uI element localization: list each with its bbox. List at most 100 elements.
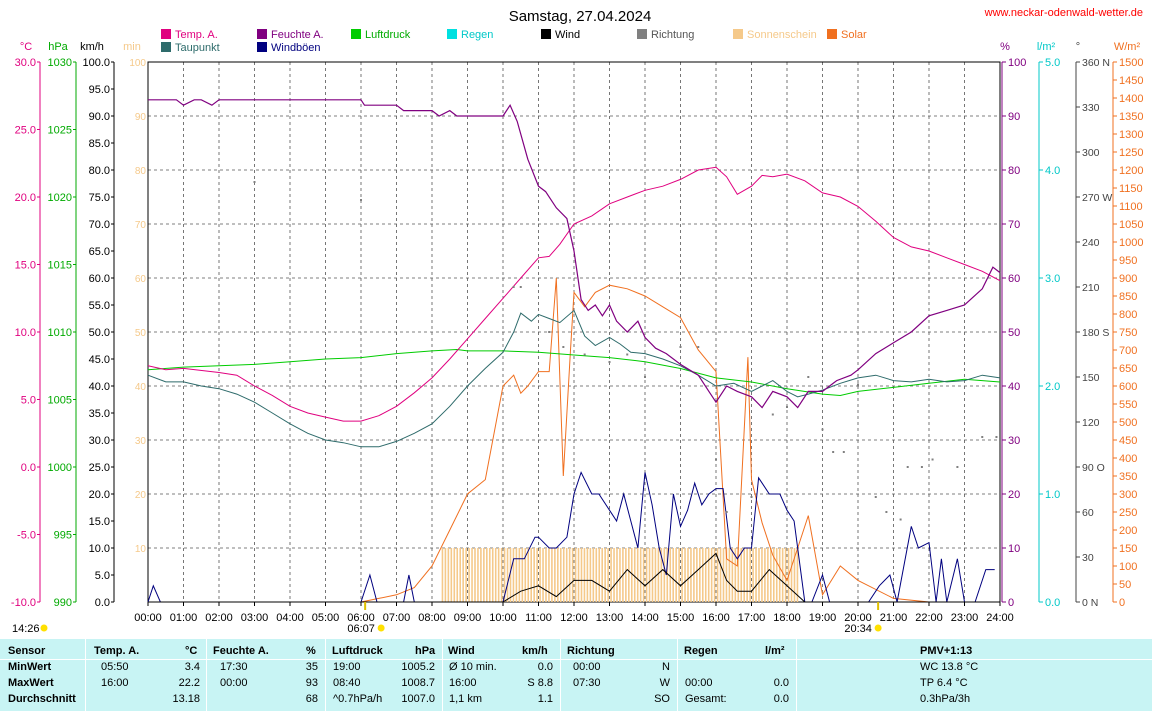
direction-dot xyxy=(679,346,682,348)
site-url[interactable]: www.neckar-odenwald-wetter.de xyxy=(984,7,1143,19)
solar-unit-label: W/m² xyxy=(1114,41,1141,53)
dir-axis-tick: 360 N xyxy=(1082,57,1110,69)
rain-axis-tick: 4.0 xyxy=(1045,165,1060,177)
hum-axis-tick: 60 xyxy=(1008,273,1020,285)
sunshine-bar xyxy=(447,548,450,602)
dir-axis-tick: 0 N xyxy=(1082,597,1098,609)
sunshine-bar xyxy=(699,548,701,602)
direction-dot xyxy=(519,286,522,288)
wind-axis-tick: 30.0 xyxy=(89,435,110,447)
legend-swatch xyxy=(827,29,837,39)
sunshine-bar xyxy=(719,548,722,602)
wind-axis-tick: 90.0 xyxy=(89,111,110,123)
rain-unit-label: l/m² xyxy=(1037,41,1056,53)
sunshine-bar xyxy=(633,548,636,602)
sunshine-bar xyxy=(512,548,515,602)
day-length: 14:26 xyxy=(12,623,40,635)
wind-axis-tick: 95.0 xyxy=(89,84,110,96)
sunshine-bar xyxy=(752,548,754,602)
rain-axis-tick: 5.0 xyxy=(1045,57,1060,69)
hum-axis-tick: 70 xyxy=(1008,219,1020,231)
stats-press-t: 08:40 xyxy=(333,677,361,689)
sunshine-bar xyxy=(554,548,556,602)
sunshine-bar xyxy=(639,548,642,602)
sunshine-bar xyxy=(713,548,716,602)
direction-dot xyxy=(832,451,835,453)
temp-axis-tick: 20.0 xyxy=(15,192,36,204)
legend-label: Solar xyxy=(841,29,867,41)
hum-axis-tick: 90 xyxy=(1008,111,1020,123)
time-tick: 00:00 xyxy=(134,612,162,624)
sunshine-bar xyxy=(536,548,538,602)
direction-dot xyxy=(885,511,888,513)
stats-header-rain: Regen xyxy=(684,645,718,657)
stats-hum-t: 00:00 xyxy=(220,677,248,689)
sunshine-bar xyxy=(491,548,494,602)
sunshine-bar xyxy=(450,548,453,602)
sun-axis-tick: 90 xyxy=(135,112,147,123)
sunshine-bar xyxy=(610,548,612,602)
sunshine-bar xyxy=(660,548,663,602)
press-axis-tick: 1030 xyxy=(48,57,72,69)
series-line-wind xyxy=(148,552,1000,603)
hum-axis-tick: 100 xyxy=(1008,57,1026,69)
legend-label: Richtung xyxy=(651,29,694,41)
sunshine-bar xyxy=(630,548,633,602)
sunshine-bar xyxy=(681,548,683,602)
stats-header-press-unit: hPa xyxy=(415,645,436,657)
sunshine-bar xyxy=(521,548,524,602)
sunshine-bar xyxy=(636,548,639,602)
sunshine-bar xyxy=(796,548,799,602)
wind-axis-tick: 25.0 xyxy=(89,462,110,474)
axis-units: °C hPa km/h min% l/m² ° W/m² xyxy=(20,41,1141,53)
sunshine-bar xyxy=(542,548,544,602)
time-tick: 09:00 xyxy=(454,612,482,624)
dir-axis-tick: 30 xyxy=(1082,552,1094,564)
direction-dot xyxy=(147,278,149,281)
sunshine-bar xyxy=(701,548,704,602)
direction-dot xyxy=(931,458,934,461)
stats-press-v: 1008.7 xyxy=(401,677,435,689)
time-tick: 08:00 xyxy=(418,612,446,624)
wind-axis-tick: 0.0 xyxy=(95,597,110,609)
legend-swatch xyxy=(257,29,267,39)
direction-dot xyxy=(857,383,859,386)
sunshine-bar xyxy=(515,548,518,602)
wind-axis-tick: 70.0 xyxy=(89,219,110,231)
time-tick: 03:00 xyxy=(241,612,269,624)
sunshine-bar xyxy=(503,548,506,602)
sunshine-bar xyxy=(678,548,680,602)
sunshine-bar xyxy=(775,548,778,602)
sunshine-bar xyxy=(480,548,482,602)
time-tick: 06:00 xyxy=(347,612,375,624)
legend-swatch xyxy=(161,42,171,52)
stats-dir-v: W xyxy=(659,677,670,689)
sunshine-bar xyxy=(506,548,509,602)
temp-axis-tick: 0.0 xyxy=(21,462,36,474)
sunshine-bar xyxy=(693,548,695,602)
time-tick: 04:00 xyxy=(276,612,304,624)
sunshine-bar xyxy=(755,548,757,602)
dir-unit-label: ° xyxy=(1076,41,1080,53)
legend-label: Luftdruck xyxy=(365,29,411,41)
sunshine-bar xyxy=(477,548,479,602)
sunshine-bar xyxy=(551,548,553,602)
legend-label: Windböen xyxy=(271,42,321,54)
solar-axis-tick: 700 xyxy=(1119,345,1137,357)
sunshine-bar xyxy=(459,548,461,602)
solar-axis-tick: 400 xyxy=(1119,453,1137,465)
sunshine-bar xyxy=(761,548,763,602)
hum-axis-tick: 50 xyxy=(1008,327,1020,339)
sunshine-bar xyxy=(583,548,586,602)
solar-axis-tick: 900 xyxy=(1119,273,1137,285)
sunshine-bar xyxy=(586,548,589,602)
sunshine-bar xyxy=(645,548,648,602)
sunshine-bar xyxy=(666,548,669,602)
stats-hum-t: 17:30 xyxy=(220,661,248,673)
sunshine-bar xyxy=(737,548,740,602)
sunshine-bar xyxy=(758,548,760,602)
direction-dot xyxy=(725,511,728,513)
wind-axis-tick: 35.0 xyxy=(89,408,110,420)
sunshine-bar xyxy=(548,548,550,602)
solar-axis-tick: 1050 xyxy=(1119,219,1143,231)
